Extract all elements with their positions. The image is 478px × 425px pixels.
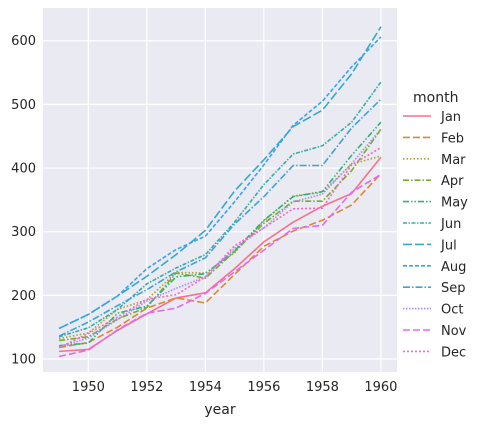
- x-tick-label: 1950: [72, 380, 105, 395]
- legend-item-jun: Jun: [403, 217, 461, 232]
- plot-background: [43, 8, 397, 372]
- legend-label: May: [441, 196, 468, 211]
- legend-label: Apr: [441, 174, 464, 189]
- legend-label: Feb: [441, 131, 464, 146]
- y-tick-label: 300: [11, 225, 36, 240]
- y-tick-label: 400: [11, 162, 36, 177]
- x-tick-label: 1960: [364, 380, 397, 395]
- series-line-oct: [58, 128, 382, 348]
- legend-label: Dec: [441, 345, 466, 360]
- x-tick-label: 1956: [247, 380, 280, 395]
- y-tick-label: 100: [11, 353, 36, 368]
- legend-label: Oct: [441, 303, 463, 318]
- series-lines: [58, 26, 382, 358]
- legend-label: Mar: [441, 153, 466, 168]
- legend-title: month: [413, 90, 458, 106]
- y-tick-label: 600: [11, 34, 36, 49]
- legend-item-apr: Apr: [403, 174, 464, 189]
- legend-label: Jul: [440, 238, 457, 253]
- legend: Jan Feb Mar Apr May Jun Jul Aug Sep Oct Nov Dec: [403, 110, 468, 360]
- legend-label: Jun: [440, 217, 461, 232]
- x-axis-title: year: [204, 402, 235, 418]
- legend-label: Sep: [441, 281, 466, 296]
- series-line-may: [59, 121, 382, 347]
- x-tick-labels: 1950 1952 1954 1956 1958 1960: [72, 380, 398, 395]
- series-line-apr: [58, 128, 382, 342]
- y-tick-labels: 100 200 300 400 500 600: [11, 34, 36, 367]
- series-line-dec: [58, 146, 382, 349]
- legend-item-may: May: [403, 196, 468, 211]
- x-tick-label: 1952: [130, 380, 163, 395]
- legend-item-jul: Jul: [403, 238, 457, 253]
- legend-item-nov: Nov: [403, 324, 467, 339]
- x-tick-label: 1954: [189, 380, 222, 395]
- grid-lines: [43, 8, 397, 372]
- legend-item-oct: Oct: [403, 303, 463, 318]
- x-tick-label: 1958: [306, 380, 339, 395]
- legend-label: Nov: [441, 324, 467, 339]
- y-tick-label: 500: [11, 98, 36, 113]
- y-tick-label: 200: [11, 289, 36, 304]
- series-line-jan: [59, 156, 382, 353]
- legend-item-feb: Feb: [403, 131, 464, 146]
- legend-item-aug: Aug: [403, 260, 466, 275]
- legend-label: Aug: [441, 260, 466, 275]
- legend-item-sep: Sep: [403, 281, 466, 296]
- legend-item-mar: Mar: [403, 153, 466, 168]
- legend-item-dec: Dec: [403, 345, 466, 360]
- series-line-aug: [58, 36, 382, 330]
- series-line-sep: [58, 98, 382, 337]
- legend-item-jan: Jan: [403, 110, 461, 125]
- legend-label: Jan: [440, 110, 461, 125]
